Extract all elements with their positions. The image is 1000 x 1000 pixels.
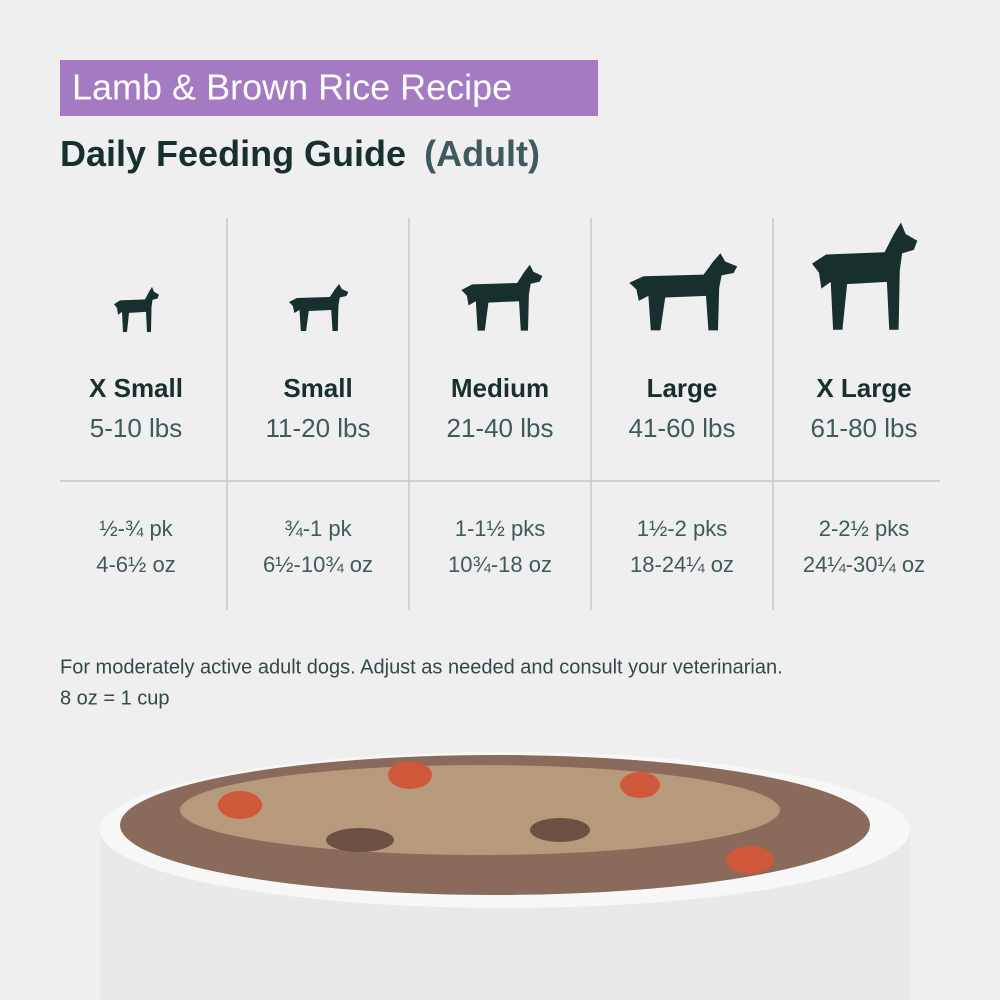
title: Daily Feeding Guide (Adult) bbox=[60, 133, 540, 174]
carrot bbox=[218, 791, 262, 819]
ounce-amount: 18-24¼ oz bbox=[630, 552, 734, 577]
size-label: X Large bbox=[816, 373, 911, 403]
pack-amount: ¾-1 pk bbox=[284, 516, 352, 541]
weight-range: 5-10 lbs bbox=[90, 413, 183, 443]
carrot bbox=[726, 846, 774, 874]
weight-range: 41-60 lbs bbox=[629, 413, 736, 443]
pack-amount: 1½-2 pks bbox=[637, 516, 728, 541]
pack-amount: 1-1½ pks bbox=[455, 516, 546, 541]
recipe-badge bbox=[60, 60, 598, 116]
title-main: Daily Feeding Guide bbox=[60, 133, 406, 174]
footnote: For moderately active adult dogs. Adjust… bbox=[60, 656, 783, 678]
size-label: Large bbox=[647, 373, 718, 403]
ounce-amount: 6½-10¾ oz bbox=[263, 552, 373, 577]
weight-range: 61-80 lbs bbox=[811, 413, 918, 443]
weight-range: 21-40 lbs bbox=[447, 413, 554, 443]
footnote: 8 oz = 1 cup bbox=[60, 687, 170, 709]
pack-amount: 2-2½ pks bbox=[819, 516, 910, 541]
ounce-amount: 4-6½ oz bbox=[96, 552, 176, 577]
size-label: X Small bbox=[89, 373, 183, 403]
title-qualifier: (Adult) bbox=[424, 133, 540, 174]
recipe-name: Lamb & Brown Rice Recipe bbox=[72, 67, 512, 108]
pack-amount: ½-¾ pk bbox=[99, 516, 173, 541]
meat bbox=[326, 828, 394, 852]
size-label: Medium bbox=[451, 373, 549, 403]
ounce-amount: 10¾-18 oz bbox=[448, 552, 552, 577]
food bbox=[180, 765, 780, 855]
size-label: Small bbox=[283, 373, 352, 403]
meat bbox=[530, 818, 590, 842]
weight-range: 11-20 lbs bbox=[265, 413, 370, 443]
carrot bbox=[388, 761, 432, 789]
dividers bbox=[60, 218, 940, 610]
carrot bbox=[620, 772, 660, 798]
ounce-amount: 24¼-30¼ oz bbox=[803, 552, 925, 577]
food-bowl bbox=[100, 752, 910, 1000]
